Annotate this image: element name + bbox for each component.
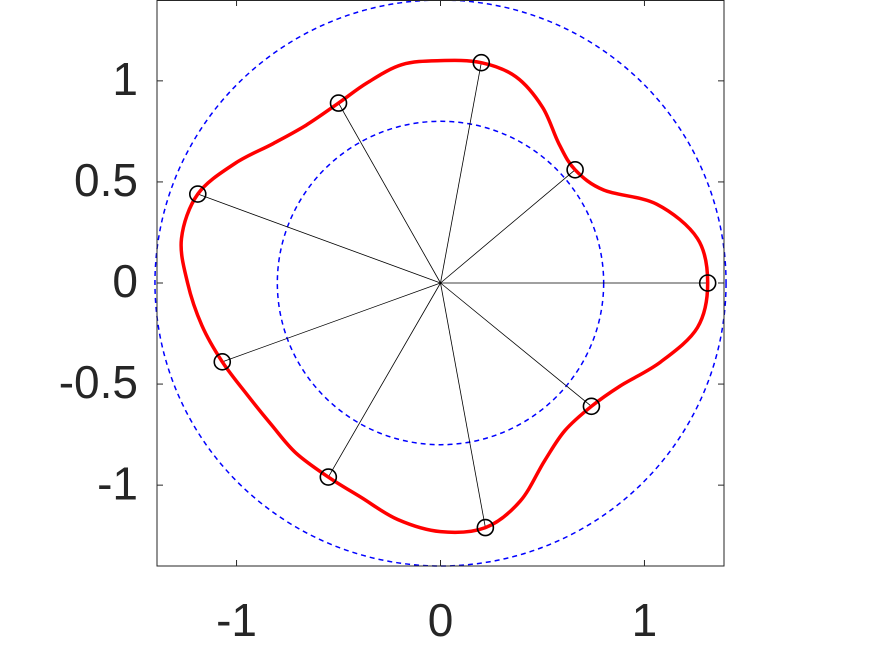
- point-marker: [213, 353, 232, 371]
- y-tick-label: -0.5: [59, 356, 138, 408]
- point-marker: [472, 53, 491, 72]
- reference-circle: [154, 0, 727, 567]
- point-marker: [329, 94, 348, 112]
- x-tick-label: 0: [428, 594, 454, 646]
- y-tick-label: -1: [97, 457, 138, 509]
- ray: [338, 102, 441, 284]
- ray: [440, 169, 576, 284]
- y-tick-label: 0.5: [74, 154, 138, 206]
- ray: [327, 282, 441, 478]
- point-marker: [566, 161, 584, 179]
- ray: [197, 193, 441, 284]
- ray: [440, 282, 486, 528]
- ray: [440, 282, 592, 407]
- x-tick-label: 1: [632, 594, 658, 646]
- point-marker: [188, 185, 207, 203]
- x-tick-label: -1: [216, 594, 257, 646]
- y-tick-label: 1: [112, 53, 138, 105]
- point-marker: [476, 518, 495, 537]
- curve: [179, 58, 710, 535]
- ray: [440, 62, 482, 284]
- point-marker: [319, 468, 338, 486]
- point-marker: [698, 274, 717, 292]
- y-tick-label: 0: [112, 255, 138, 307]
- point-marker: [582, 397, 601, 416]
- ray: [222, 282, 441, 363]
